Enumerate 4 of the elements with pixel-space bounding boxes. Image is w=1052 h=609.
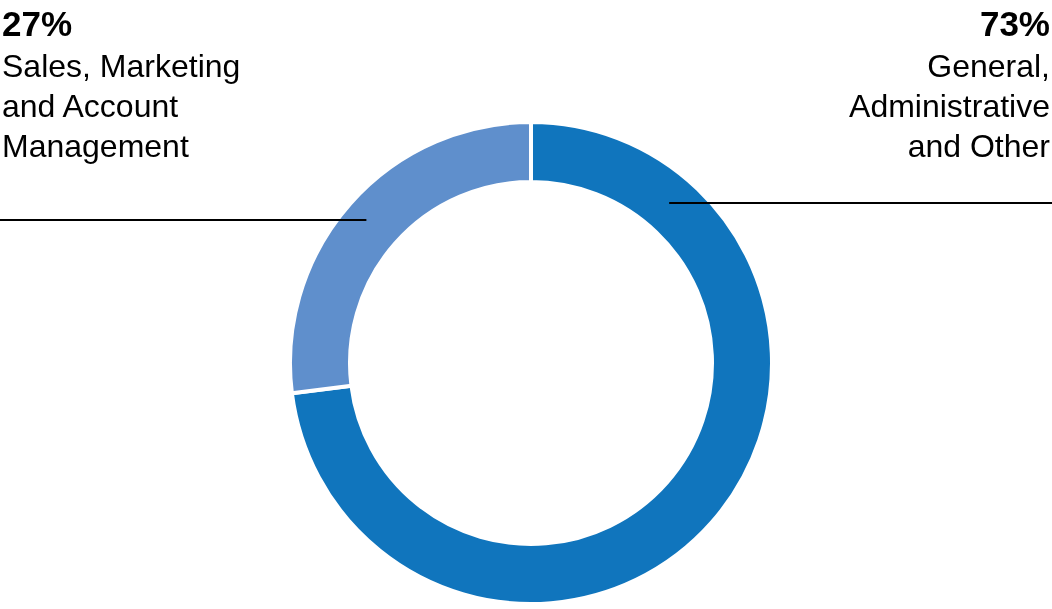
slice-label: General, Administrative and Other xyxy=(848,47,1050,166)
data-label: 27% xyxy=(2,3,74,45)
data-label: 73% xyxy=(978,3,1050,45)
slice-label: Sales, Marketing and Account Management xyxy=(2,47,242,166)
